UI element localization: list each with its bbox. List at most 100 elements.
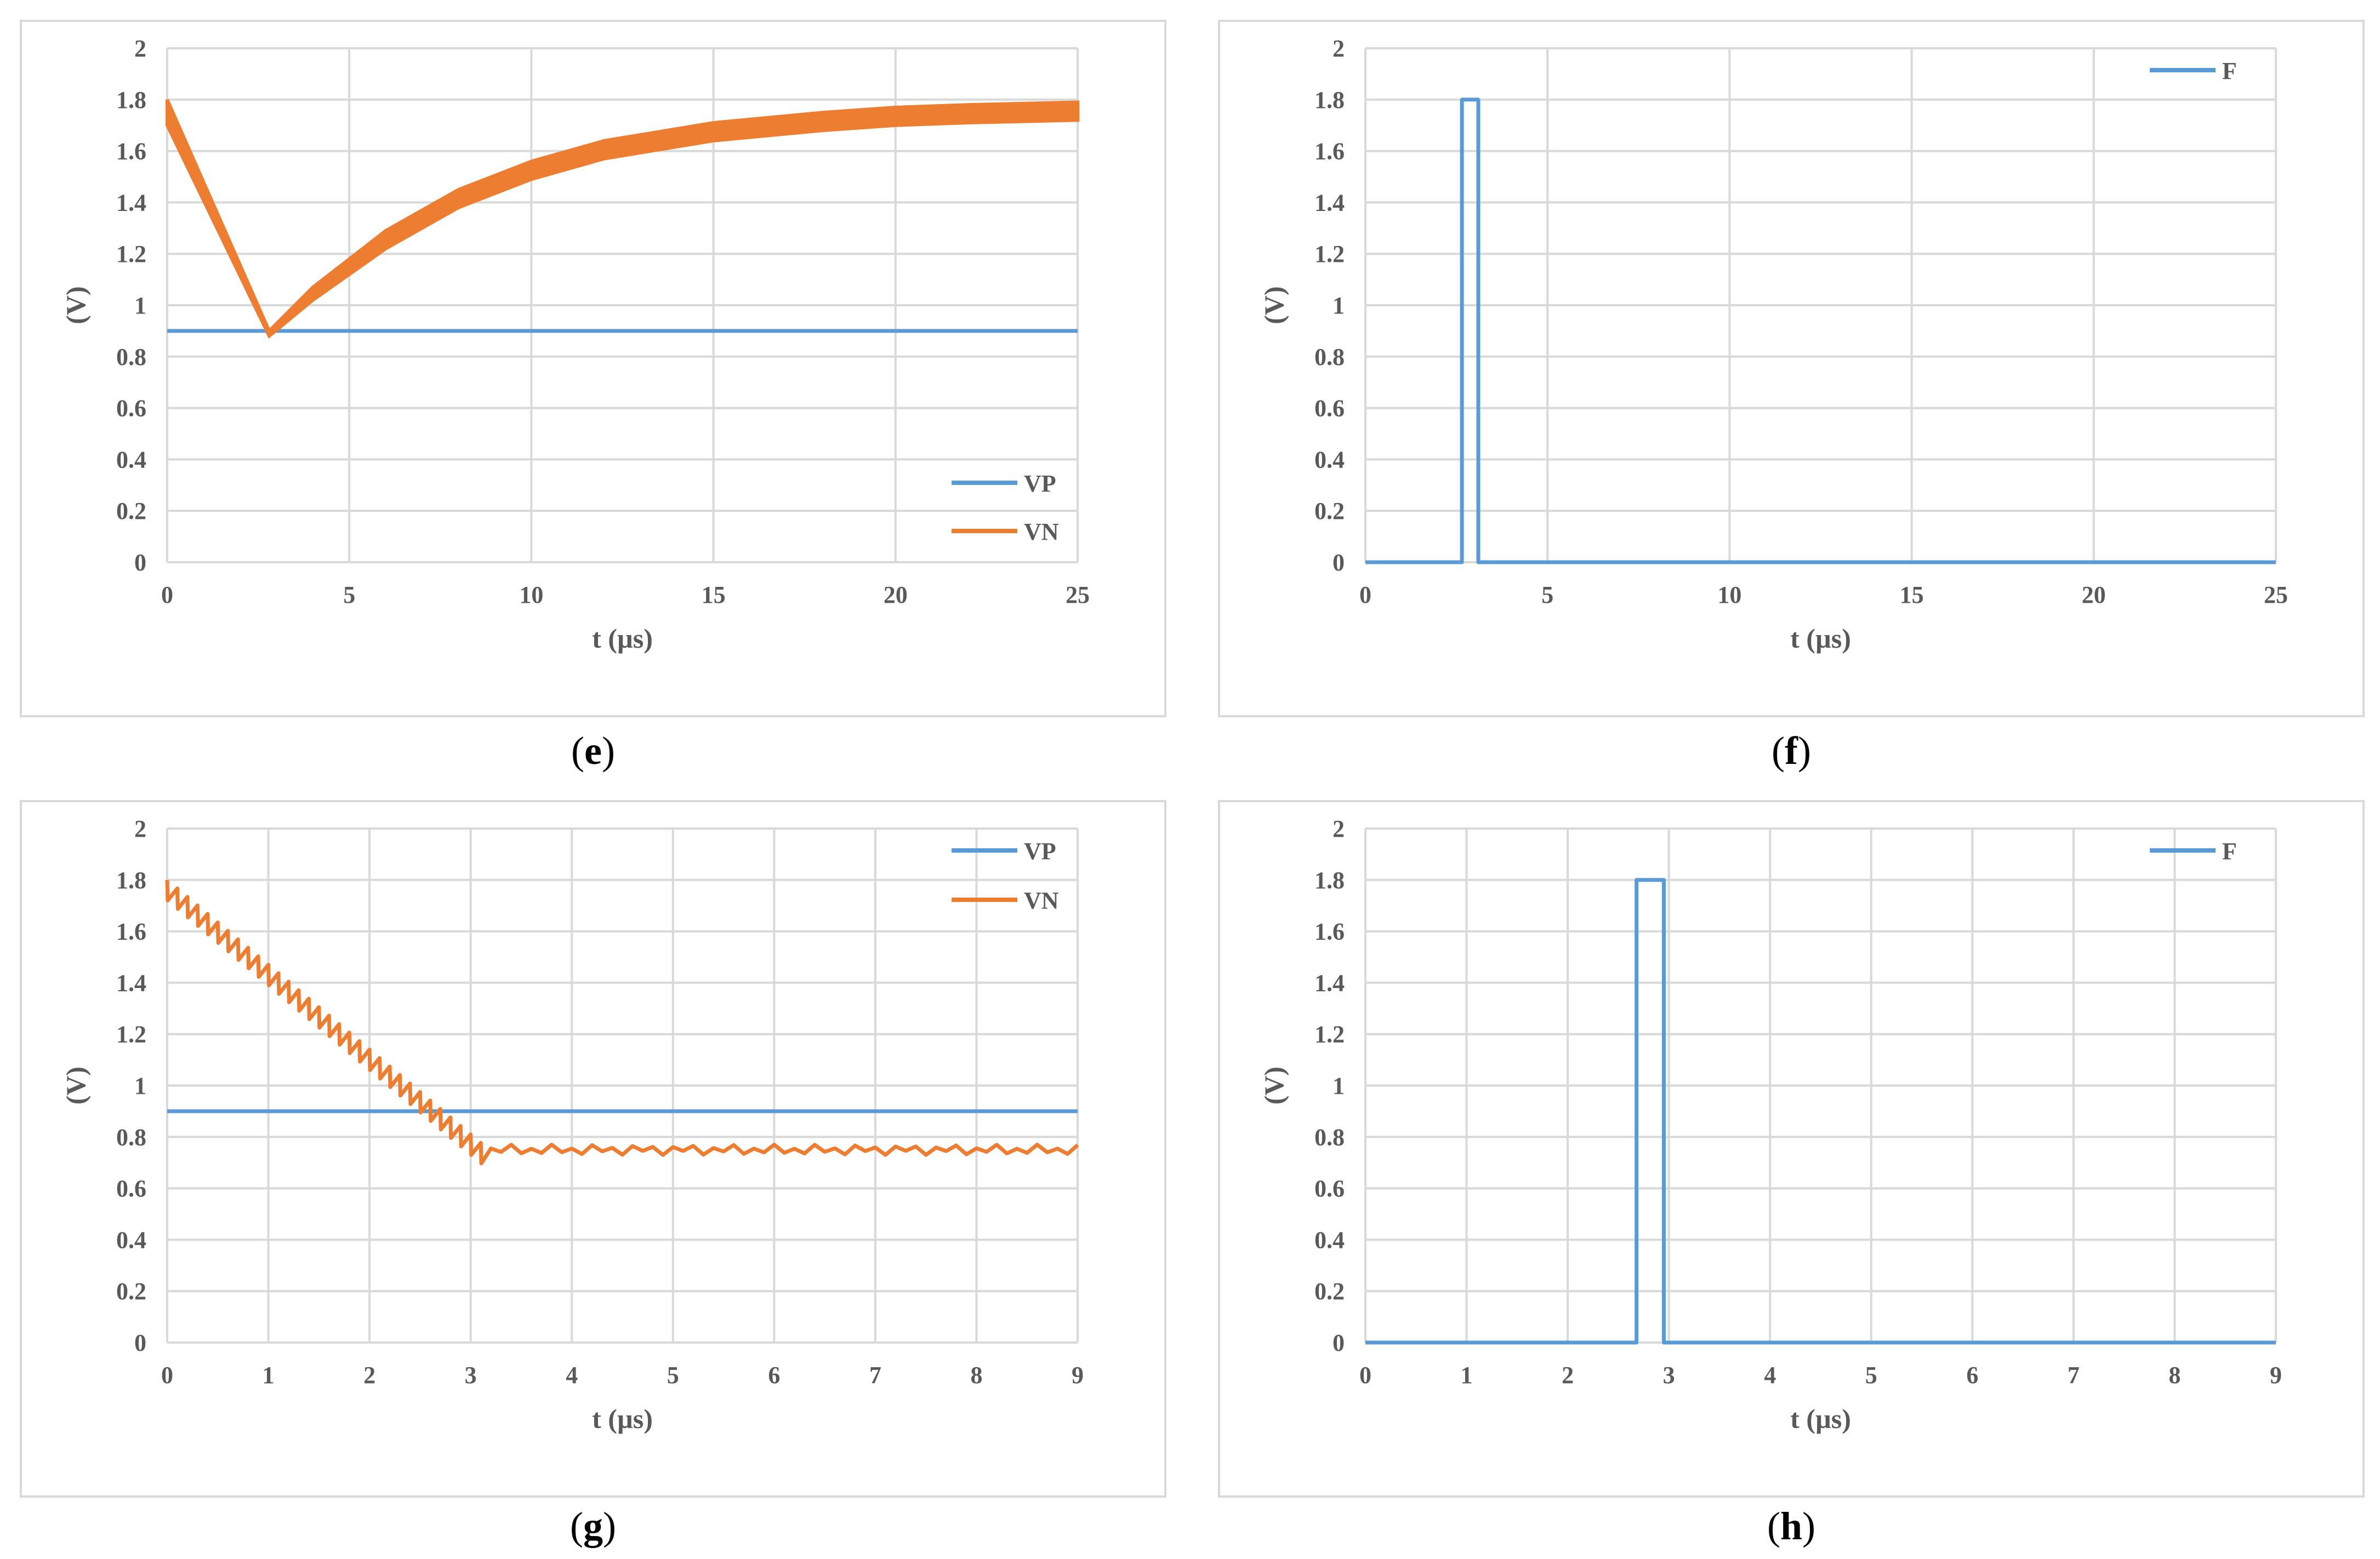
y-tick-label: 0 <box>1333 549 1345 576</box>
y-tick-label: 1.6 <box>1314 918 1345 945</box>
y-tick-label: 1.6 <box>116 918 146 945</box>
y-tick-label: 1.8 <box>1314 87 1345 113</box>
x-tick-label: 9 <box>2270 1362 2282 1389</box>
x-tick-label: 6 <box>768 1362 780 1389</box>
y-tick-label: 1.4 <box>116 969 146 996</box>
x-tick-label: 1 <box>263 1362 275 1389</box>
x-tick-label: 25 <box>1066 581 1090 608</box>
x-tick-label: 6 <box>1966 1362 1978 1389</box>
y-tick-label: 1 <box>1333 292 1345 319</box>
y-axis-title: (V) <box>1259 286 1289 324</box>
y-tick-label: 1.4 <box>1314 189 1345 216</box>
series-f-line <box>1365 878 2276 1345</box>
y-tick-label: 1 <box>134 1072 146 1099</box>
legend-label: VN <box>1024 518 1059 545</box>
x-tick-label: 10 <box>519 581 543 608</box>
chart-svg-h: 0 0.2 0.4 0.6 0.8 1 1.2 1.4 1.6 1.8 2 0 1 2 3 4 5 6 7 8 9 t (… <box>1259 815 2282 1434</box>
legend-label: VP <box>1024 838 1056 865</box>
chart-panel-e: 0 0.2 0.4 0.6 0.8 1 1.2 1.4 1.6 1.8 2 0 5 10 15 20 25 t (… <box>20 20 1166 717</box>
y-tick-label: 0 <box>1333 1329 1345 1356</box>
y-tick-label: 1.6 <box>1314 138 1345 165</box>
y-tick-label: 0.4 <box>1314 446 1345 473</box>
x-tick-label: 15 <box>1900 581 1924 608</box>
y-tick-label: 2 <box>1333 35 1345 62</box>
x-tick-label: 8 <box>2168 1362 2180 1389</box>
y-tick-label: 2 <box>1333 815 1345 842</box>
chart-panel-f: 0 0.2 0.4 0.6 0.8 1 1.2 1.4 1.6 1.8 2 0 5 10 15 20 25 t (… <box>1218 20 2365 717</box>
x-tick-label: 7 <box>2068 1362 2080 1389</box>
x-tick-label: 9 <box>1072 1362 1084 1389</box>
y-tick-label: 0.6 <box>1314 395 1345 422</box>
y-tick-label: 0.8 <box>116 344 146 370</box>
y-tick-label: 0.2 <box>1314 1278 1345 1305</box>
y-tick-label: 2 <box>134 35 146 62</box>
y-tick-label: 0 <box>134 1329 146 1356</box>
chart-svg-g: 0 0.2 0.4 0.6 0.8 1 1.2 1.4 1.6 1.8 2 0 1 2 3 4 5 6 7 8 9 t (… <box>60 815 1084 1434</box>
x-tick-label: 2 <box>363 1362 375 1389</box>
y-tick-label: 0.4 <box>1314 1226 1345 1253</box>
series-vn-line <box>165 880 1079 1166</box>
y-tick-label: 1.2 <box>116 241 146 267</box>
y-axis-title: (V) <box>60 1066 91 1104</box>
legend-label: VP <box>1024 470 1056 497</box>
y-tick-label: 0.6 <box>116 395 146 422</box>
x-axis-title: t (µs) <box>592 1403 653 1434</box>
x-tick-label: 4 <box>566 1362 578 1389</box>
y-tick-label: 1.8 <box>1314 867 1345 894</box>
legend-label: VN <box>1024 887 1059 914</box>
caption-e: (e) <box>571 729 615 773</box>
x-tick-label: 5 <box>667 1362 679 1389</box>
y-tick-label: 1.2 <box>116 1021 146 1048</box>
y-tick-label: 0.6 <box>116 1175 146 1202</box>
x-tick-label: 7 <box>869 1362 881 1389</box>
y-tick-label: 0.2 <box>116 1278 146 1305</box>
x-tick-label: 0 <box>161 581 173 608</box>
chart-panel-h: 0 0.2 0.4 0.6 0.8 1 1.2 1.4 1.6 1.8 2 0 1 2 3 4 5 6 7 8 9 t (… <box>1218 800 2365 1498</box>
y-tick-label: 1 <box>134 292 146 319</box>
y-tick-label: 0.2 <box>116 498 146 524</box>
x-tick-label: 0 <box>161 1362 173 1389</box>
series-vn-band <box>166 99 1079 339</box>
y-tick-label: 0.6 <box>1314 1175 1345 1202</box>
x-tick-label: 5 <box>1865 1362 1877 1389</box>
x-tick-label: 15 <box>702 581 726 608</box>
y-tick-label: 0.8 <box>1314 344 1345 370</box>
x-tick-label: 0 <box>1359 581 1371 608</box>
x-tick-label: 5 <box>343 581 355 608</box>
x-axis-title: t (µs) <box>592 623 653 654</box>
y-tick-label: 1.8 <box>116 867 146 894</box>
x-axis-title: t (µs) <box>1790 1403 1851 1434</box>
y-axis-title: (V) <box>60 286 91 324</box>
y-tick-label: 1.4 <box>116 189 146 216</box>
caption-h: (h) <box>1767 1504 1815 1548</box>
legend-label: F <box>2222 58 2237 84</box>
x-axis-title: t (µs) <box>1790 623 1851 654</box>
y-tick-label: 1.8 <box>116 87 146 113</box>
y-tick-label: 0.8 <box>116 1124 146 1151</box>
x-tick-label: 8 <box>970 1362 982 1389</box>
series-f-line <box>1365 98 2276 564</box>
chart-svg-f: 00.20.40.60.811.21.41.61.820 5 10 15 20 25t (… <box>1259 35 2288 654</box>
x-tick-label: 10 <box>1717 581 1741 608</box>
x-tick-label: 3 <box>465 1362 477 1389</box>
y-tick-label: 1.6 <box>116 138 146 165</box>
x-tick-label: 20 <box>884 581 908 608</box>
x-tick-label: 2 <box>1562 1362 1574 1389</box>
chart-panel-g: 0 0.2 0.4 0.6 0.8 1 1.2 1.4 1.6 1.8 2 0 1 2 3 4 5 6 7 8 9 t (… <box>20 800 1166 1498</box>
y-tick-label: 1 <box>1333 1072 1345 1099</box>
chart-svg-e: 00.20.40.60.811.21.41.61.820 5 10 15 20 25t (… <box>60 35 1090 654</box>
y-axis-title: (V) <box>1259 1066 1289 1104</box>
y-tick-label: 0.2 <box>1314 498 1345 524</box>
y-tick-label: 1.4 <box>1314 969 1345 996</box>
x-tick-label: 5 <box>1541 581 1553 608</box>
y-tick-label: 1.2 <box>1314 1021 1345 1048</box>
x-tick-label: 0 <box>1359 1362 1371 1389</box>
legend-label: F <box>2222 838 2237 865</box>
y-tick-label: 1.2 <box>1314 241 1345 267</box>
x-tick-label: 25 <box>2264 581 2288 608</box>
y-tick-label: 2 <box>134 815 146 842</box>
x-tick-label: 4 <box>1764 1362 1776 1389</box>
y-tick-label: 0.4 <box>116 446 146 473</box>
y-tick-label: 0.8 <box>1314 1124 1345 1151</box>
x-tick-label: 3 <box>1663 1362 1675 1389</box>
